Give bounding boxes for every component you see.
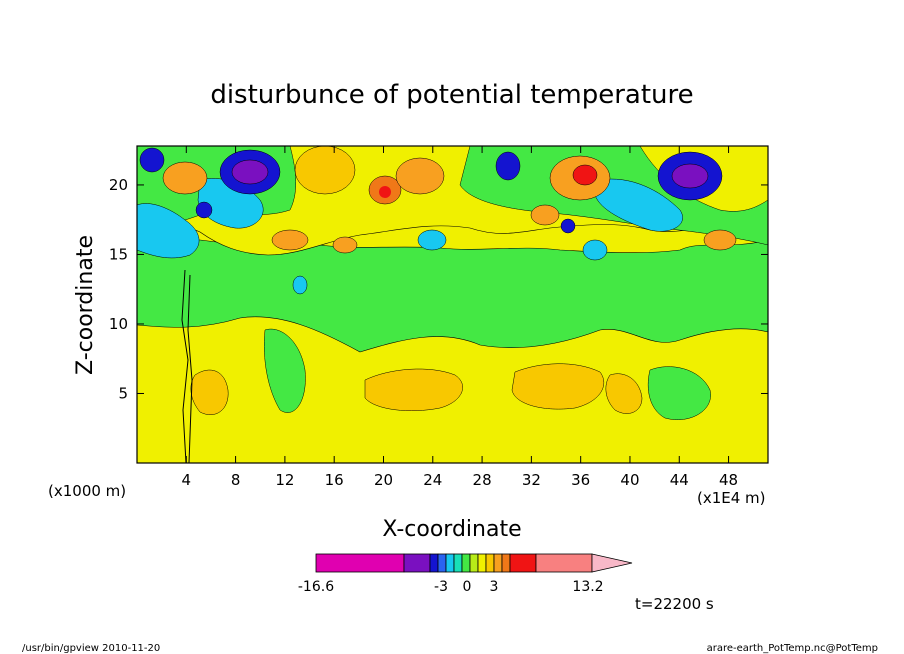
field-core-blue-4 — [495, 151, 521, 181]
field-core-orange-2 — [294, 146, 356, 195]
field-core-blue-6 — [560, 218, 576, 234]
field-core-red-1 — [379, 186, 391, 198]
x-unit-note: (x1E4 m) — [697, 489, 766, 507]
field-region-cyan-right — [594, 178, 683, 232]
colorbar-swatch-11 — [501, 553, 511, 573]
colorbar-tick-label: -3 — [434, 579, 448, 595]
time-label: t=22200 s — [635, 595, 714, 613]
colorbar-min-label: -16.6 — [298, 579, 334, 595]
field-core-orange-8 — [703, 229, 737, 251]
plot-area — [137, 146, 768, 463]
field-core-orange-4 — [395, 157, 445, 195]
field-core-orange-1 — [162, 161, 208, 195]
y-axis-label: Z-coordinate — [73, 235, 98, 375]
chart-title: disturbunce of potential temperature — [210, 80, 693, 110]
x-tick-label: 4 — [182, 471, 192, 489]
colorbar-swatch-0 — [315, 553, 405, 573]
field-region-green-lower-right — [647, 366, 711, 420]
colorbar-tick-label: 3 — [490, 579, 499, 595]
colorbar-swatch-13 — [535, 553, 593, 573]
field-core-orange-7 — [332, 236, 358, 254]
x-tick-label: 32 — [522, 471, 541, 489]
footer-left: /usr/bin/gpview 2010-11-20 — [22, 643, 160, 654]
field-region-cyan-left — [137, 203, 200, 259]
x-tick-label: 16 — [325, 471, 344, 489]
footer-right: arare-earth_PotTemp.nc@PotTemp — [707, 643, 878, 654]
x-tick-label: 44 — [670, 471, 689, 489]
y-tick-label: 20 — [109, 176, 128, 194]
colorbar-swatch-5 — [453, 553, 463, 573]
field-core-blue-2 — [139, 147, 165, 173]
field-core-orange-9 — [530, 204, 560, 226]
x-tick-label: 36 — [571, 471, 590, 489]
colorbar-swatch-4 — [445, 553, 455, 573]
colorbar-swatch-2 — [429, 553, 439, 573]
field-region-orange-lower-4 — [605, 373, 643, 414]
x-tick-label: 20 — [374, 471, 393, 489]
field-core-purple-2 — [671, 163, 709, 189]
colorbar-swatch-8 — [477, 553, 487, 573]
colorbar-max-label: 13.2 — [572, 579, 603, 595]
colorbar-swatch-6 — [461, 553, 471, 573]
colorbar-swatch-10 — [493, 553, 503, 573]
colorbar-tick-label: 0 — [463, 579, 472, 595]
x-tick-label: 8 — [231, 471, 241, 489]
colorbar-swatch-1 — [403, 553, 431, 573]
x-axis: 4 8 12 16 20 24 28 32 36 40 44 48 — [182, 146, 738, 489]
field-core-red-2 — [572, 164, 598, 186]
field-region-green-lower-left — [264, 328, 306, 413]
x-axis-label: X-coordinate — [382, 517, 521, 542]
colorbar-tick-labels: -3 0 3 — [434, 579, 498, 595]
y-tick-label: 10 — [109, 315, 128, 333]
colorbar — [315, 553, 633, 573]
y-tick-label: 15 — [109, 245, 128, 263]
x-tick-label: 28 — [473, 471, 492, 489]
field-core-cyan-1 — [417, 229, 447, 251]
y-tick-label: 5 — [118, 384, 128, 402]
field-region-orange-lower-1 — [364, 368, 463, 412]
plot-frame — [136, 145, 769, 464]
field-core-purple-1 — [231, 159, 269, 185]
x-tick-label: 40 — [620, 471, 639, 489]
colorbar-swatch-7 — [469, 553, 479, 573]
colorbar-swatch-9 — [485, 553, 495, 573]
colorbar-arrow — [591, 553, 633, 573]
colorbar-swatch-3 — [437, 553, 447, 573]
x-tick-label: 12 — [275, 471, 294, 489]
field-core-cyan-2 — [582, 239, 608, 261]
field-streak-vertical — [181, 269, 193, 463]
x-tick-label: 48 — [719, 471, 738, 489]
field-core-blue-3 — [195, 201, 213, 219]
x-tick-label: 24 — [423, 471, 442, 489]
colorbar-swatch-12 — [509, 553, 537, 573]
field-core-orange-6 — [271, 229, 309, 251]
z-unit-note: (x1000 m) — [48, 482, 126, 500]
field-core-cyan-3 — [292, 275, 308, 295]
y-axis: 5 10 15 20 — [109, 176, 768, 402]
field-region-orange-lower-2 — [511, 363, 605, 410]
